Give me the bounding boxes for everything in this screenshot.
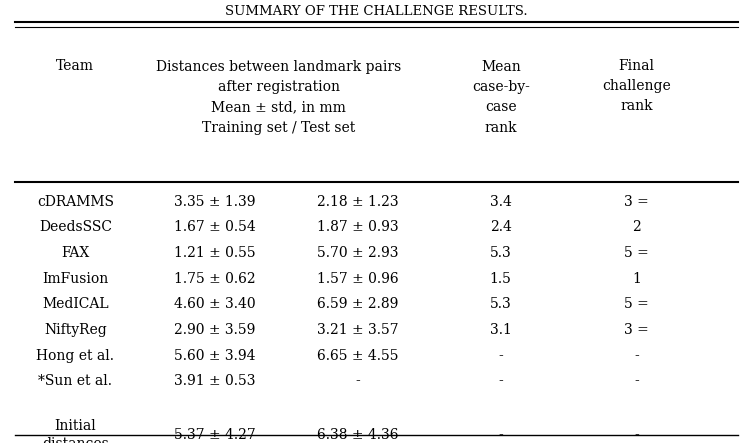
Text: 2.90 ± 3.59: 2.90 ± 3.59 [174,323,255,337]
Text: 5.3: 5.3 [490,246,511,260]
Text: 3.91 ± 0.53: 3.91 ± 0.53 [174,374,255,389]
Text: Team: Team [56,59,94,74]
Text: 6.59 ± 2.89: 6.59 ± 2.89 [317,297,398,311]
Text: 6.38 ± 4.36: 6.38 ± 4.36 [317,428,398,442]
Text: -: - [634,374,639,389]
Text: 1.21 ± 0.55: 1.21 ± 0.55 [174,246,255,260]
Text: 1.67 ± 0.54: 1.67 ± 0.54 [174,220,255,234]
Text: -: - [634,428,639,442]
Text: -: - [498,374,503,389]
Text: -: - [355,374,360,389]
Text: 3 =: 3 = [624,194,648,209]
Text: NiftyReg: NiftyReg [44,323,107,337]
Text: 3.35 ± 1.39: 3.35 ± 1.39 [174,194,255,209]
Text: 3.1: 3.1 [489,323,512,337]
Text: 5.70 ± 2.93: 5.70 ± 2.93 [317,246,398,260]
Text: Distances between landmark pairs
after registration
Mean ± std, in mm
Training s: Distances between landmark pairs after r… [156,60,401,135]
Text: 1: 1 [632,272,641,286]
Text: Final
challenge
rank: Final challenge rank [602,59,671,113]
Text: 3.21 ± 3.57: 3.21 ± 3.57 [317,323,398,337]
Text: 5 =: 5 = [624,297,648,311]
Text: Hong et al.: Hong et al. [36,349,114,363]
Text: 5 =: 5 = [624,246,648,260]
Text: -: - [498,428,503,442]
Text: SUMMARY OF THE CHALLENGE RESULTS.: SUMMARY OF THE CHALLENGE RESULTS. [225,4,528,18]
Text: -: - [498,349,503,363]
Text: 1.75 ± 0.62: 1.75 ± 0.62 [174,272,255,286]
Text: FAX: FAX [61,246,90,260]
Text: MedICAL: MedICAL [42,297,108,311]
Text: cDRAMMS: cDRAMMS [37,194,114,209]
Text: 5.3: 5.3 [490,297,511,311]
Text: 1.87 ± 0.93: 1.87 ± 0.93 [317,220,398,234]
Text: 3 =: 3 = [624,323,648,337]
Text: 1.57 ± 0.96: 1.57 ± 0.96 [317,272,398,286]
Text: 5.37 ± 4.27: 5.37 ± 4.27 [174,428,255,442]
Text: -: - [634,349,639,363]
Text: 2.18 ± 1.23: 2.18 ± 1.23 [317,194,398,209]
Text: 2.4: 2.4 [489,220,512,234]
Text: 2: 2 [632,220,641,234]
Text: 6.65 ± 4.55: 6.65 ± 4.55 [317,349,398,363]
Text: 3.4: 3.4 [489,194,512,209]
Text: *Sun et al.: *Sun et al. [38,374,112,389]
Text: 1.5: 1.5 [489,272,512,286]
Text: 5.60 ± 3.94: 5.60 ± 3.94 [174,349,255,363]
Text: Mean
case-by-
case
rank: Mean case-by- case rank [472,60,529,135]
Text: 4.60 ± 3.40: 4.60 ± 3.40 [174,297,255,311]
Text: Initial
distances: Initial distances [42,419,108,443]
Text: DeedsSSC: DeedsSSC [39,220,111,234]
Text: ImFusion: ImFusion [42,272,108,286]
